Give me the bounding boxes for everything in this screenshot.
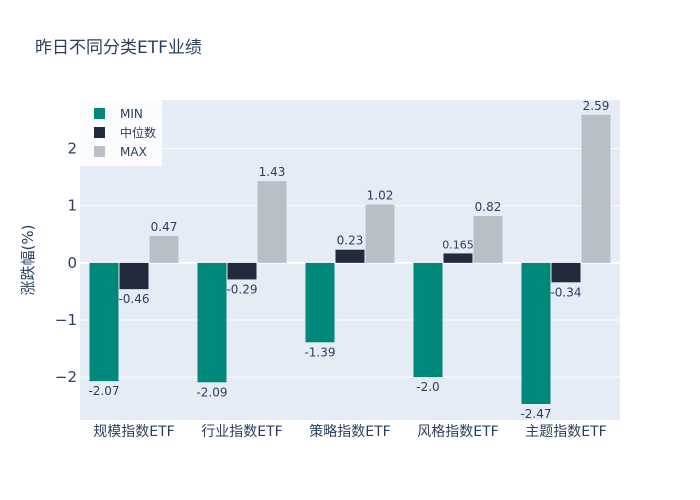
bar-max — [365, 204, 395, 263]
y-tick-label: 1 — [67, 197, 77, 215]
bar-中位数 — [119, 262, 149, 290]
bar-min — [305, 262, 335, 343]
bar-中位数 — [443, 253, 473, 263]
legend: MIN 中位数 MAX — [80, 100, 162, 166]
legend-label: MIN — [120, 107, 143, 121]
bar-value-label: -0.46 — [118, 292, 149, 306]
bar-max — [581, 114, 611, 263]
y-tick-label: 2 — [67, 140, 77, 158]
legend-box — [80, 100, 162, 166]
bar-中位数 — [335, 249, 365, 263]
bar-value-label: 0.47 — [151, 220, 178, 234]
y-tick-label: −1 — [55, 311, 77, 329]
bar-value-label: -2.09 — [196, 385, 227, 399]
legend-swatch — [94, 108, 105, 119]
bar-中位数 — [551, 262, 581, 283]
bar-max — [257, 181, 287, 263]
bar-value-label: -2.47 — [520, 407, 551, 421]
bar-value-label: -1.39 — [304, 345, 335, 359]
x-tick-label: 风格指数ETF — [417, 424, 498, 440]
bar-value-label: -2.0 — [416, 380, 439, 394]
bar-max — [149, 236, 179, 263]
bar-value-label: -0.34 — [550, 285, 581, 299]
legend-swatch — [94, 127, 105, 138]
bar-value-label: 0.165 — [442, 238, 474, 251]
y-tick-label: 0 — [67, 254, 77, 272]
bar-value-label: -2.07 — [88, 384, 119, 398]
bar-value-label: 1.43 — [259, 165, 286, 179]
bar-value-label: 0.23 — [337, 234, 364, 248]
x-tick-label: 策略指数ETF — [309, 423, 390, 440]
x-tick-label: 行业指数ETF — [201, 424, 282, 440]
bar-min — [413, 262, 443, 378]
bar-中位数 — [227, 262, 257, 280]
legend-label: 中位数 — [120, 125, 156, 140]
bar-min — [89, 262, 119, 382]
bar-value-label: 0.82 — [475, 200, 502, 214]
bar-min — [521, 262, 551, 404]
legend-swatch — [94, 146, 105, 157]
bar-min — [197, 262, 227, 383]
y-tick-label: −2 — [55, 368, 77, 386]
x-tick-label: 主题指数ETF — [525, 424, 606, 440]
bar-value-label: 2.59 — [583, 99, 610, 113]
bar-value-label: 1.02 — [367, 189, 394, 203]
bar-value-label: -0.29 — [226, 282, 257, 296]
x-tick-label: 规模指数ETF — [93, 424, 174, 440]
bar-max — [473, 216, 503, 263]
y-axis-title: 涨跌幅(%) — [19, 225, 37, 296]
chart-title: 昨日不同分类ETF业绩 — [35, 38, 202, 58]
legend-label: MAX — [120, 145, 147, 159]
